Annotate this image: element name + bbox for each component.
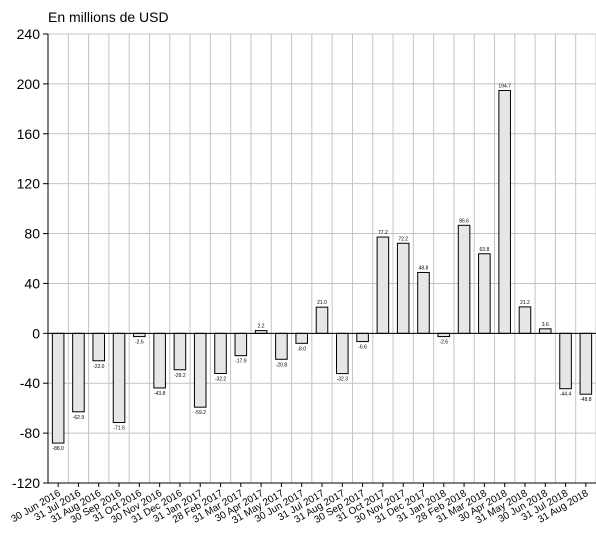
data-label: -32.3 [337, 377, 349, 383]
y-tick-label: -120 [12, 475, 40, 491]
data-label: -32.2 [215, 376, 227, 382]
data-label: -8.0 [297, 346, 306, 352]
bar [92, 332, 106, 362]
data-label: 2.2 [258, 324, 265, 330]
data-label: -2.6 [135, 340, 144, 346]
grid-lines [48, 33, 596, 484]
y-tick-label: 160 [17, 126, 41, 142]
bar [376, 236, 390, 334]
data-label: 72.2 [398, 236, 408, 242]
bar [295, 332, 308, 344]
data-label: 21.0 [317, 300, 327, 306]
bar [153, 332, 166, 389]
data-label: 194.7 [498, 83, 511, 89]
data-label: -88.0 [52, 446, 64, 452]
data-label: 3.6 [542, 322, 549, 328]
y-tick-label: 0 [32, 325, 40, 341]
y-tick-label: -80 [20, 425, 40, 441]
y-tick-label: 80 [24, 226, 40, 242]
data-label: 77.2 [378, 230, 388, 236]
data-label: 21.2 [520, 300, 530, 306]
y-tick-label: -40 [20, 375, 40, 391]
bar [396, 242, 410, 334]
data-label: -71.5 [113, 426, 125, 432]
data-label: -2.6 [439, 340, 448, 346]
data-label: 63.8 [480, 247, 490, 253]
data-label: -20.8 [276, 362, 288, 368]
bar [457, 224, 471, 334]
bar [356, 332, 369, 343]
data-label: -48.8 [580, 397, 592, 403]
bar [538, 328, 552, 334]
data-label: -6.6 [358, 345, 367, 351]
bar [478, 253, 491, 334]
bar [173, 332, 187, 371]
data-label: 86.6 [459, 218, 469, 224]
bar [112, 332, 126, 424]
data-label: -43.8 [154, 391, 166, 397]
bar [579, 332, 593, 395]
data-label: -29.2 [174, 373, 186, 379]
axes [43, 33, 596, 487]
y-tick-labels: 240 200 160 120 80 40 0 -40 -80 -120 [12, 26, 40, 491]
data-label: -59.2 [195, 410, 207, 416]
data-label: -44.4 [560, 392, 572, 398]
bars [51, 89, 593, 444]
y-tick-label: 120 [17, 176, 41, 192]
bar [559, 332, 572, 390]
bar [234, 332, 248, 357]
bar [193, 332, 207, 408]
bar [51, 332, 65, 444]
unit-label: En millions de USD [48, 9, 169, 25]
bar [315, 306, 329, 334]
y-tick-label: 200 [17, 76, 41, 92]
bar [417, 271, 430, 334]
data-label: -62.9 [73, 415, 85, 421]
bar [275, 332, 288, 360]
bar [214, 332, 227, 374]
data-label: -22.0 [93, 364, 105, 370]
data-label: -17.9 [235, 359, 247, 365]
bar [498, 89, 511, 334]
y-tick-label: 40 [24, 275, 40, 291]
data-label: 48.8 [419, 265, 429, 271]
bar [518, 306, 532, 334]
bar [72, 332, 85, 413]
bar [336, 332, 349, 375]
y-tick-label: 240 [17, 26, 41, 42]
data-labels: -88.0 -62.9 -22.0 -71.5 -2.6 -43.8 -29.2 -59.2 -… [52, 83, 591, 452]
